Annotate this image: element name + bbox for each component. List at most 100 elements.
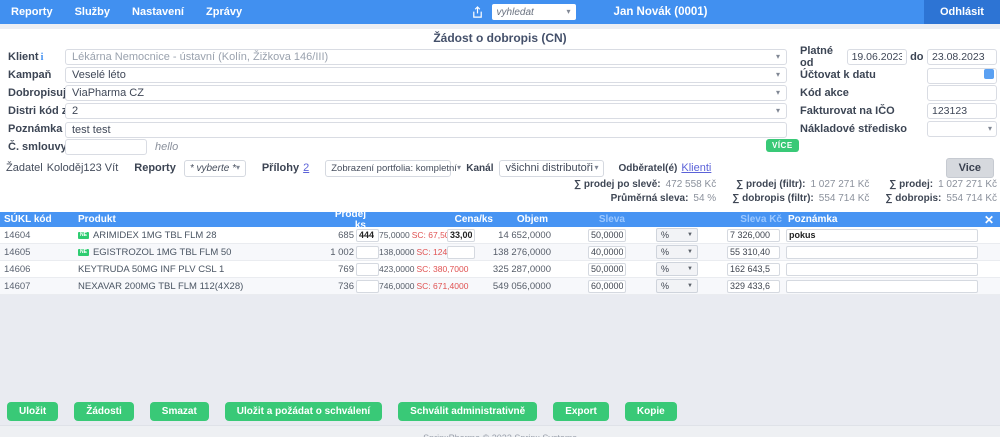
dobropisujici-select[interactable]: ViaPharma CZ ▾ [65, 85, 787, 101]
reporty-select[interactable]: * vyberte * ▾ [183, 159, 246, 177]
platne-do-input[interactable] [927, 49, 997, 65]
schvalit-administrativne-button[interactable]: Schválit administrativně [398, 402, 538, 421]
request-bar: Žadatel Koloděj123 Vít Reporty * vyberte… [0, 156, 1000, 180]
header-cena-ks: Cena/ks [454, 214, 493, 225]
unit-select[interactable]: % ▼ [656, 262, 698, 276]
kod-akce-input[interactable] [927, 85, 997, 101]
cell-objem: 14 652,0000 [498, 229, 551, 241]
unit-select[interactable]: % ▼ [656, 279, 698, 293]
navbar-divider [0, 24, 1000, 29]
product-name: KEYTRUDA 50MG INF PLV CSL 1 [78, 263, 225, 275]
poznamka-row-input[interactable] [786, 279, 978, 293]
calendar-icon[interactable] [984, 69, 994, 79]
fakturovat-ico-label: Fakturovat na IČO [800, 105, 895, 117]
klient-label: Klient i [8, 51, 44, 63]
sleva-kc-input[interactable] [727, 262, 780, 276]
cell-prodej-ks: 685 [338, 229, 354, 241]
smazat-button[interactable]: Smazat [149, 402, 209, 421]
prodej-ks-input[interactable] [356, 245, 379, 259]
header-sukl: SÚKL kód [4, 214, 52, 225]
info-icon[interactable]: i [40, 52, 44, 63]
zadosti-button[interactable]: Žádosti [74, 402, 134, 421]
odberatel-klienti-link[interactable]: Klienti [681, 162, 712, 174]
user-name[interactable]: Jan Novák (0001) [613, 6, 708, 18]
uctovat-k-datu-input[interactable] [927, 68, 997, 84]
poznamka-row-input[interactable] [786, 262, 978, 276]
cislo-smlouvy-input[interactable] [65, 139, 147, 155]
cell-sukl: 14606 [4, 263, 31, 275]
cena-input[interactable] [447, 228, 475, 242]
chevron-down-icon: ▾ [987, 124, 992, 133]
fakturovat-ico-input[interactable] [927, 103, 997, 119]
kampan-select[interactable]: Veselé léto ▾ [65, 67, 787, 83]
search-select[interactable]: vyhledat ▾ [491, 4, 576, 20]
unit-select[interactable]: % ▼ [656, 228, 698, 242]
menu-zpravy[interactable]: Zprávy [206, 6, 243, 18]
poznamka-input[interactable] [65, 122, 787, 138]
sleva-kc-input[interactable] [727, 245, 780, 259]
close-icon[interactable]: ✕ [983, 212, 994, 227]
vice-button[interactable]: Vice [945, 158, 994, 178]
bottom-area: Uložit Žádosti Smazat Uložit a požádat o… [0, 295, 1000, 437]
zadatel-label: Žadatel [6, 162, 43, 174]
klient-select[interactable]: Lékárna Nemocnice - ústavní (Kolín, Žižk… [65, 49, 787, 65]
distri-kod-select[interactable]: 2 ▾ [65, 103, 787, 119]
nakladove-stredisko-select[interactable]: ▾ [927, 121, 997, 137]
product-name: EGISTROZOL 1MG TBL FLM 50 [92, 246, 232, 258]
sleva-kc-input[interactable] [727, 228, 780, 242]
menu-reporty[interactable]: Reporty [11, 6, 53, 18]
cislo-smlouvy-label: Č. smlouvy [8, 141, 67, 153]
kanal-select[interactable]: všichni distributoři ▾ [499, 159, 605, 177]
table-row: 14604 NE ARIMIDEX 1MG TBL FLM 28 685 75,… [0, 227, 1000, 244]
header-sleva-kc[interactable]: Sleva Kč [740, 214, 782, 225]
products-table: SÚKL kód Produkt Prodej ks Cena/ks Objem… [0, 208, 1000, 295]
ulozit-pozadat-schvaleni-button[interactable]: Uložit a požádat o schválení [224, 402, 383, 421]
sleva-input[interactable] [588, 245, 626, 259]
summary-label: ∑ dobropis: [885, 193, 942, 204]
cena-input[interactable] [447, 245, 475, 259]
cell-sukl: 14604 [4, 229, 31, 241]
sleva-kc-input[interactable] [727, 279, 780, 293]
portfolio-select[interactable]: Zobrazení portfolia: kompletní ▾ [325, 159, 461, 177]
kampan-label: Kampaň [8, 69, 52, 81]
footer: SprinxPharma © 2023 Sprinx Systems [0, 425, 1000, 437]
sleva-input[interactable] [588, 262, 626, 276]
prodej-ks-input[interactable] [356, 262, 379, 276]
ulozit-button[interactable]: Uložit [7, 402, 59, 421]
header-sleva[interactable]: Sleva [598, 214, 625, 225]
menu-sluzby[interactable]: Služby [74, 6, 111, 18]
do-label: do [910, 51, 924, 63]
poznamka-row-input[interactable] [786, 228, 978, 242]
table-row: 14605 NE EGISTROZOL 1MG TBL FLM 50 1 002… [0, 244, 1000, 261]
cell-produkt: NEXAVAR 200MG TBL FLM 112(4X28) [78, 281, 330, 292]
select-arrow-icon: ▼ [687, 266, 693, 272]
zadatel-value: Koloděj123 Vít [46, 162, 119, 174]
cell-objem: 325 287,0000 [492, 263, 551, 275]
footer-text: SprinxPharma © 2023 Sprinx Systems [0, 433, 1000, 437]
top-navbar: Reporty Služby Nastavení Zprávy vyhledat… [0, 0, 1000, 24]
platne-od-input[interactable] [846, 49, 907, 65]
prilohy-count-link[interactable]: 2 [303, 162, 310, 174]
unit-select[interactable]: % ▼ [656, 245, 698, 259]
sleva-input[interactable] [588, 228, 626, 242]
klient-value: Lékárna Nemocnice - ústavní (Kolín, Žižk… [72, 51, 329, 63]
search-select-value: vyhledat [496, 6, 534, 18]
cell-prodej-ks: 736 [338, 280, 354, 292]
prodej-ks-input[interactable] [356, 279, 379, 293]
sleva-input[interactable] [588, 279, 626, 293]
kod-akce-label: Kód akce [800, 87, 849, 99]
vice-more-button[interactable]: VÍCE [766, 139, 799, 152]
sc-price: SC: 671,4000 [416, 281, 469, 291]
summary-value: 554 714 Kč [818, 193, 870, 204]
header-prodej-ks: Prodej ks [334, 208, 366, 231]
form-left-column: Klient i Lékárna Nemocnice - ústavní (Kol… [0, 49, 790, 157]
kopie-button[interactable]: Kopie [624, 402, 677, 421]
menu-nastaveni[interactable]: Nastavení [132, 6, 184, 18]
logout-button[interactable]: Odhlásit [923, 0, 1000, 24]
cell-produkt: NE EGISTROZOL 1MG TBL FLM 50 [78, 247, 330, 258]
share-icon[interactable] [470, 4, 486, 20]
header-poznamka: Poznámka [788, 214, 838, 225]
export-button[interactable]: Export [553, 402, 609, 421]
poznamka-row-input[interactable] [786, 245, 978, 259]
prodej-ks-input[interactable] [356, 228, 379, 242]
